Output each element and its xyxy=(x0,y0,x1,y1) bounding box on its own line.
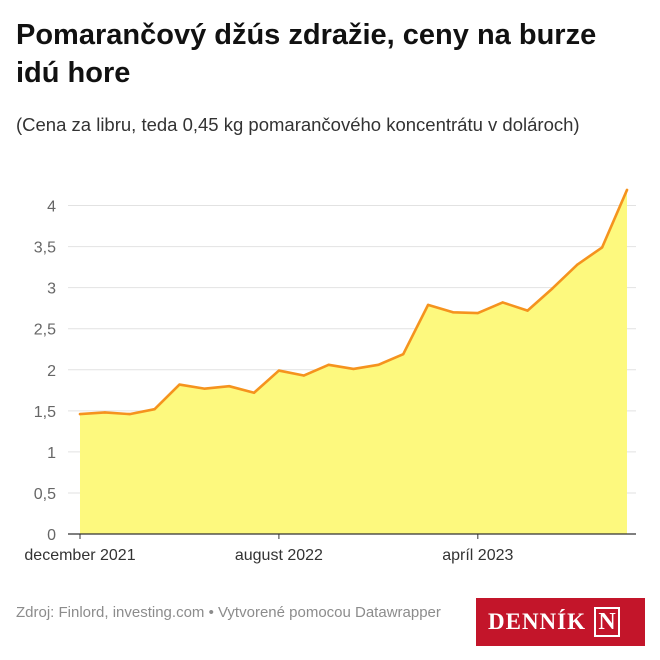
data-point xyxy=(501,301,504,304)
data-point xyxy=(576,263,579,266)
data-point xyxy=(551,287,554,290)
data-point xyxy=(402,352,405,356)
data-point xyxy=(327,363,330,367)
data-point xyxy=(426,303,430,307)
data-point xyxy=(625,188,629,192)
area-chart: 0 0,5 1 1,5 2 2,5 3 3,5 4 december 2021 august 202… xyxy=(24,188,636,564)
data-point xyxy=(476,311,480,315)
data-point xyxy=(451,311,455,314)
logo-text: DENNÍK xyxy=(488,609,587,634)
x-tick-label: august 2022 xyxy=(235,547,323,564)
data-point xyxy=(153,407,156,411)
data-point xyxy=(227,384,231,388)
chart-title: Pomarančový džús zdražie, ceny na burze … xyxy=(16,19,597,89)
x-tick-label: december 2021 xyxy=(24,547,135,564)
x-tick-label: apríl 2023 xyxy=(442,547,513,564)
data-point xyxy=(252,391,256,394)
y-tick-label: 2,5 xyxy=(34,322,56,339)
y-tick-label: 2 xyxy=(47,363,56,380)
data-point xyxy=(78,412,82,416)
data-point xyxy=(178,383,181,386)
data-point xyxy=(203,387,206,390)
logo-mark-letter: N xyxy=(598,609,616,635)
data-point xyxy=(600,246,604,249)
chart-subtitle: (Cena za libru, teda 0,45 kg pomarančové… xyxy=(16,114,580,135)
y-tick-label: 0 xyxy=(47,527,56,544)
data-point xyxy=(526,309,529,312)
area-fill xyxy=(80,189,627,534)
source-note: Zdroj: Finlord, investing.com • Vytvoren… xyxy=(16,604,441,621)
data-point xyxy=(377,363,380,367)
data-point xyxy=(302,374,305,377)
y-tick-label: 3 xyxy=(47,281,56,298)
y-tick-label: 0,5 xyxy=(34,486,56,503)
y-tick-label: 4 xyxy=(47,199,56,216)
y-tick-label: 1 xyxy=(47,445,56,462)
data-point xyxy=(128,412,131,416)
data-point xyxy=(277,369,281,372)
data-point xyxy=(352,367,355,371)
dennik-n-logo[interactable]: DENNÍK N xyxy=(476,598,645,646)
logo-mark-icon: N xyxy=(594,607,621,637)
y-tick-label: 1,5 xyxy=(34,404,56,421)
data-point xyxy=(103,411,107,414)
y-tick-label: 3,5 xyxy=(34,240,56,257)
